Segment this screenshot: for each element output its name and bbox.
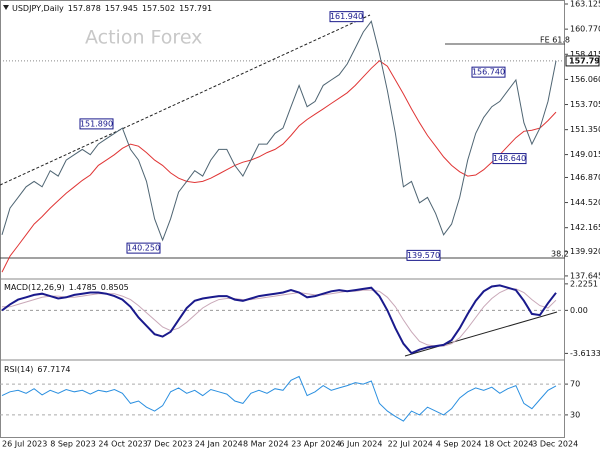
watermark: Action Forex: [85, 27, 202, 49]
macd-title: MACD(12,26,9): [4, 283, 65, 292]
macd-value: 1.4785: [69, 283, 97, 292]
series-line: [1, 284, 557, 355]
annotation-box: [492, 153, 527, 165]
price-header: USDJPY,Daily 157.878 157.945 157.502 157.791: [12, 4, 212, 13]
x-tick-label: 24 Jan 2024: [195, 440, 243, 449]
y-tick-label: 142.165: [570, 223, 600, 232]
x-tick-label: 23 Apr 2024: [291, 440, 340, 449]
x-tick-label: 18 Oct 2024: [484, 440, 533, 449]
y-tick-label: 163.125: [570, 0, 600, 9]
x-tick-label: 4 Sep 2024: [436, 440, 482, 449]
y-tick-label: 2.2251: [570, 279, 598, 288]
last-price-box: [565, 55, 600, 67]
macd-header: MACD(12,26,9) 1.4785 0.8505: [4, 283, 129, 292]
symbol: USDJPY,Daily: [12, 4, 64, 13]
annotation-box: [329, 11, 364, 23]
x-tick-label: 22 Jul 2024: [388, 440, 433, 449]
y-tick-label: 156.060: [570, 75, 600, 84]
y-tick-label: -3.6133: [570, 349, 600, 358]
low: 157.502: [142, 4, 175, 13]
y-tick-label: 137.645: [570, 271, 600, 280]
y-tick-label: 0.00: [570, 306, 588, 315]
rsi-value: 67.7174: [37, 365, 70, 374]
y-tick-label: 149.015: [570, 150, 600, 159]
x-tick-label: 3 Dec 2024: [532, 440, 578, 449]
plot-frame: [0, 0, 565, 438]
annotation-label: 140.250: [127, 244, 160, 253]
x-tick-label: 26 Jul 2023: [2, 440, 47, 449]
x-tick-label: 8 Mar 2024: [243, 440, 289, 449]
annotation-label: 156.740: [472, 68, 505, 77]
y-tick-label: 70: [570, 380, 580, 389]
high: 157.945: [105, 4, 138, 13]
y-tick-label: 144.520: [570, 198, 600, 207]
y-tick-label: 151.350: [570, 125, 600, 134]
y-tick-label: 146.870: [570, 173, 600, 182]
y-tick-label: 139.920: [570, 247, 600, 256]
level-label: 38.2: [551, 250, 569, 259]
trend-line: [0, 14, 371, 186]
x-tick-label: 6 Jun 2024: [339, 440, 382, 449]
y-tick-label: 160.770: [570, 25, 600, 34]
y-tick-label: 158.415: [570, 50, 600, 59]
x-tick-label: 24 Oct 2023: [98, 440, 147, 449]
rsi-title: RSI(14): [4, 365, 33, 374]
open: 157.878: [68, 4, 101, 13]
last-price-label: 157.791: [569, 56, 600, 65]
y-tick-label: 30: [570, 410, 580, 419]
x-tick-label: 8 Sep 2023: [50, 440, 96, 449]
series-line: [1, 20, 557, 242]
annotation-label: 151.890: [80, 119, 113, 128]
rsi-header: RSI(14) 67.7174: [4, 365, 71, 374]
menu-triangle: [3, 5, 9, 10]
signal-value: 0.8505: [101, 283, 129, 292]
series-line: [1, 60, 557, 273]
macd-trend-line: [404, 311, 558, 357]
series-line: [2, 288, 557, 347]
x-tick-label: 7 Dec 2023: [147, 440, 193, 449]
annotation-label: 139.570: [407, 251, 440, 260]
annotation-box: [79, 118, 114, 130]
close: 157.791: [179, 4, 212, 13]
level-label: FE 61.8: [540, 36, 570, 45]
annotation-label: 148.640: [493, 154, 526, 163]
annotation-label: 161.940: [330, 12, 363, 21]
series-line: [1, 375, 557, 422]
annotation-box: [406, 249, 441, 261]
annotation-box: [471, 66, 506, 78]
annotation-box: [126, 242, 161, 254]
y-tick-label: 153.705: [570, 100, 600, 109]
